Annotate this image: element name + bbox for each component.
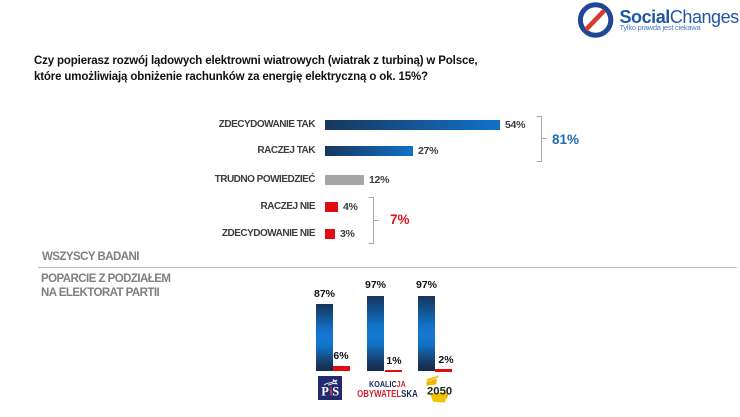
svg-text:i: i <box>329 385 333 399</box>
svg-text:SocialChanges: SocialChanges <box>620 7 740 27</box>
svg-text:Tylko prawda jest ciekawa: Tylko prawda jest ciekawa <box>620 23 702 32</box>
svg-text:2050: 2050 <box>427 386 452 398</box>
svg-text:P: P <box>321 385 329 399</box>
svg-text:S: S <box>332 385 339 399</box>
